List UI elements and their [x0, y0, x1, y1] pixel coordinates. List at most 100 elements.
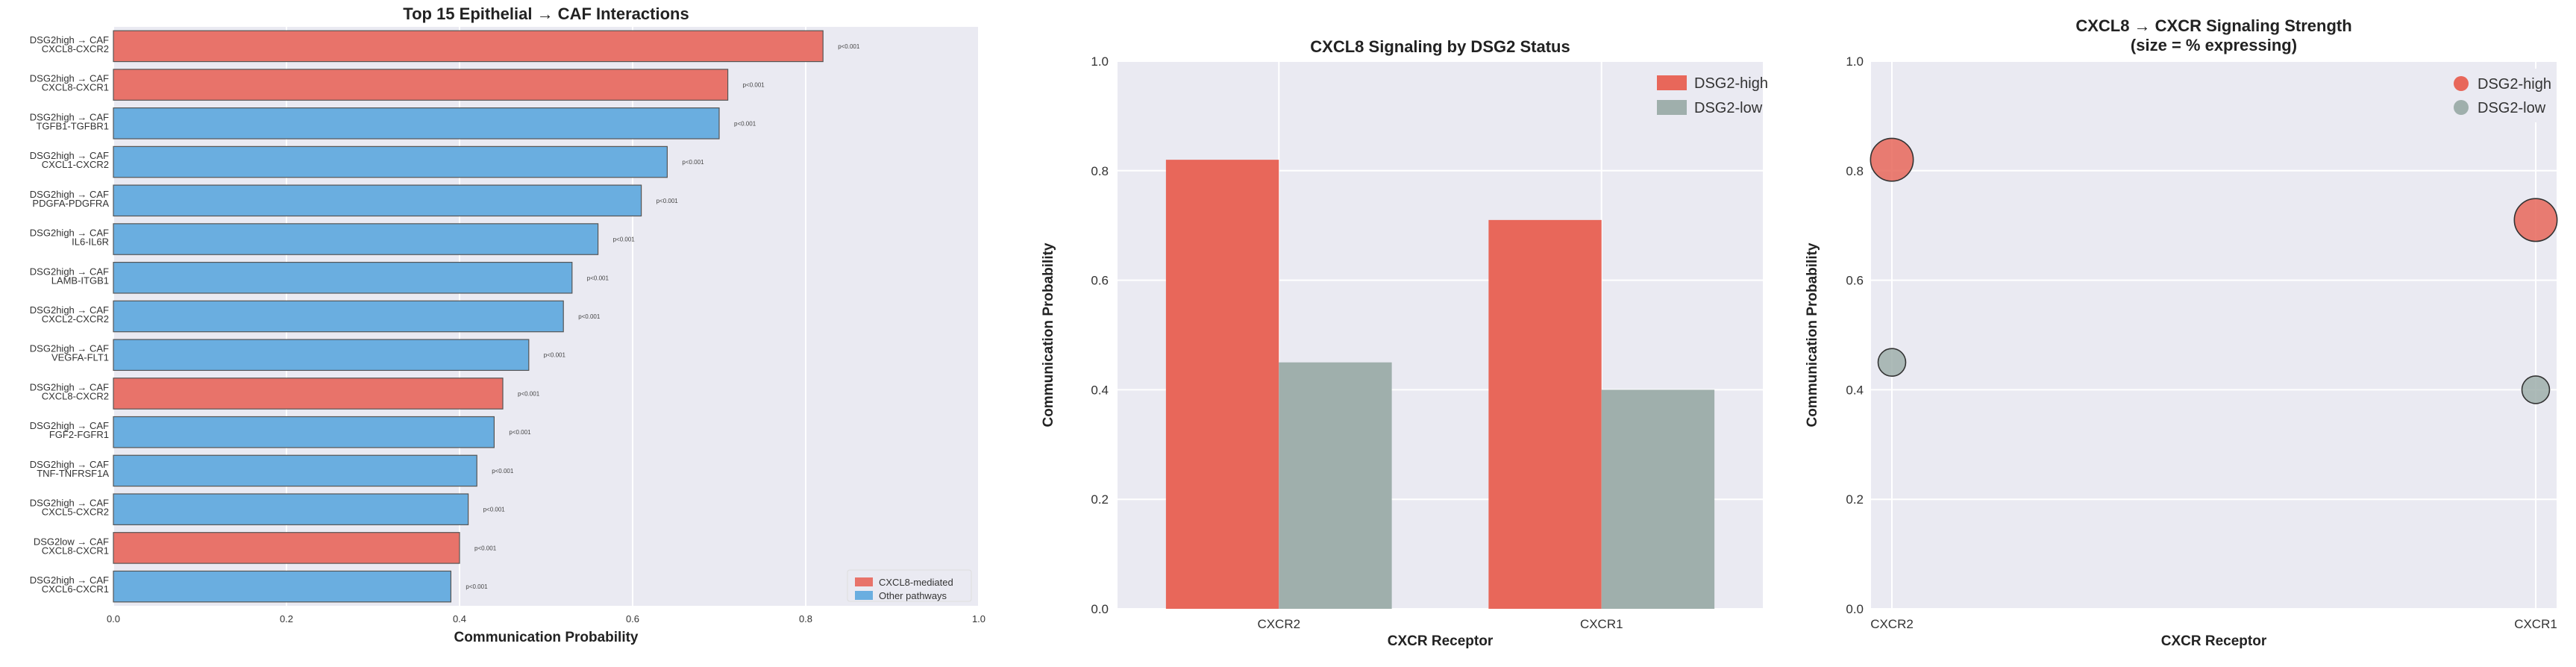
y-tick-label-line: CXCL8-CXCR1 — [42, 545, 109, 556]
x-tick-label: 0.0 — [107, 613, 120, 624]
y-tick-label: DSG2high → CAF CXCL8-CXCR2 — [30, 34, 109, 54]
legend-swatch — [855, 591, 873, 600]
y-tick-label: 0.6 — [1846, 274, 1864, 288]
chart-title-line: CXCL8 → CXCR Signaling Strength — [2075, 16, 2351, 35]
y-tick-label-line: CXCL5-CXCR2 — [42, 507, 109, 518]
legend-box — [2443, 69, 2549, 122]
y-tick-label: DSG2high → CAF CXCL2-CXCR2 — [30, 304, 109, 325]
bar — [113, 145, 668, 178]
y-tick-label-line: DSG2high → CAF — [30, 498, 109, 509]
y-tick-label-line: FGF2-FGFR1 — [49, 429, 109, 440]
x-tick-label: 0.2 — [280, 613, 293, 624]
chart-title: CXCL8 → CXCR Signaling Strength (size = %… — [2075, 16, 2351, 54]
chart-title: Top 15 Epithelial → CAF Interactions — [403, 4, 689, 23]
bar-annotation: p<0.001 — [518, 390, 540, 397]
data-point — [2513, 198, 2558, 242]
bar — [1488, 219, 1602, 609]
y-tick-label-line: DSG2high → CAF — [30, 150, 109, 161]
y-tick-label-line: PDGFA-PDGFRA — [32, 198, 109, 209]
y-tick-label: DSG2high → CAF CXCL5-CXCR2 — [30, 498, 109, 518]
y-tick-label: DSG2high → CAF TGFB1-TGFBR1 — [30, 111, 109, 131]
y-tick-label-line: TNF-TNFRSF1A — [37, 468, 109, 479]
bar — [113, 69, 729, 101]
bar — [1279, 362, 1392, 609]
x-tick-label: 0.8 — [799, 613, 812, 624]
legend-label: DSG2-high — [2478, 76, 2551, 93]
y-tick-label: 0.4 — [1846, 383, 1864, 397]
legend-label: Other pathways — [879, 590, 947, 601]
y-tick-label: DSG2high → CAF CXCL8-CXCR2 — [30, 381, 109, 401]
y-tick-label-line: CXCL8-CXCR1 — [42, 82, 109, 93]
legend: DSG2-high DSG2-low — [2443, 69, 2551, 122]
y-tick-label-line: DSG2high → CAF — [30, 189, 109, 200]
bar — [113, 378, 504, 410]
bar-annotation: p<0.001 — [483, 507, 506, 513]
x-tick-label: CXCR2 — [1870, 617, 1914, 631]
bar — [113, 223, 599, 255]
y-tick-label-line: DSG2high → CAF — [30, 420, 109, 431]
y-tick-label: DSG2high → CAF IL6-IL6R — [30, 228, 109, 248]
x-tick-label: 0.6 — [626, 613, 639, 624]
bar-annotation: p<0.001 — [509, 429, 531, 436]
y-tick-label-line: DSG2high → CAF — [30, 34, 109, 46]
legend-marker — [2454, 76, 2469, 91]
legend-swatch — [1657, 100, 1687, 115]
y-tick-label: 0.2 — [1091, 492, 1109, 507]
bar-annotation: p<0.001 — [578, 313, 601, 320]
y-tick-label: DSG2high → CAF FGF2-FGFR1 — [30, 420, 109, 440]
bar-annotation: p<0.001 — [613, 237, 636, 243]
legend: DSG2-high DSG2-low — [1649, 69, 1768, 122]
y-tick-label-line: DSG2high → CAF — [30, 574, 109, 586]
y-tick-label: 0.8 — [1091, 164, 1109, 178]
legend-swatch — [1657, 75, 1687, 90]
y-tick-label-line: LAMB-ITGB1 — [51, 275, 109, 286]
y-tick-label-line: IL6-IL6R — [72, 237, 109, 248]
bar — [1165, 160, 1279, 609]
bar-annotation: p<0.001 — [466, 583, 488, 590]
y-tick-label: DSG2high → CAF CXCL8-CXCR1 — [30, 73, 109, 93]
y-tick-label: DSG2high → CAF LAMB-ITGB1 — [30, 266, 109, 286]
x-tick-label: CXCR2 — [1257, 617, 1300, 631]
y-tick-label-line: VEGFA-FLT1 — [51, 352, 109, 363]
y-tick-label-line: DSG2high → CAF — [30, 343, 109, 354]
legend-label: DSG2-low — [1694, 100, 1763, 116]
y-tick-label: 0.0 — [1846, 602, 1864, 616]
legend-label: DSG2-high — [1694, 75, 1768, 92]
chart-panel-top-interactions: 0.0 0.2 0.4 0.6 0.8 1.0 p<0.001 DSG2high → CAF C… — [0, 0, 1018, 667]
data-point — [2521, 375, 2551, 404]
x-tick-label: CXCR1 — [2514, 617, 2557, 631]
bar-annotation: p<0.001 — [474, 545, 497, 551]
plot-area — [1871, 61, 2557, 609]
y-tick-label-line: CXCL6-CXCR1 — [42, 583, 109, 595]
y-tick-label-line: TGFB1-TGFBR1 — [36, 120, 109, 131]
y-tick-label: 0.2 — [1846, 492, 1864, 507]
bar — [113, 570, 451, 603]
y-tick-label-line: DSG2high → CAF — [30, 111, 109, 122]
bar — [113, 261, 573, 294]
bar-annotation: p<0.001 — [656, 198, 679, 204]
bar — [113, 493, 469, 525]
chart-panel-signaling-strength: 0.0 0.2 0.4 0.6 0.8 1.0 CXCR2 CXCR1 CXCL8 → CXCR… — [1787, 0, 2576, 667]
grouped-bar-chart: 0.0 0.2 0.4 0.6 0.8 1.0 CXCR2 CXCR1 CXCL8 Signal… — [1041, 37, 1768, 649]
y-tick-label-line: CXCL8-CXCR2 — [42, 390, 109, 401]
legend-marker — [2454, 100, 2469, 115]
bar — [113, 532, 460, 564]
bar — [1601, 389, 1715, 609]
y-tick-label-line: CXCL2-CXCR2 — [42, 313, 109, 325]
bar-annotation: p<0.001 — [492, 468, 514, 475]
bar — [113, 339, 530, 372]
y-tick-label: 1.0 — [1846, 54, 1864, 69]
legend-swatch — [855, 577, 873, 586]
y-tick-label: 0.6 — [1091, 274, 1109, 288]
chart-panel-cxcl8-signaling: 0.0 0.2 0.4 0.6 0.8 1.0 CXCR2 CXCR1 CXCL8 Signal… — [1018, 0, 1787, 667]
y-tick-label: DSG2high → CAF VEGFA-FLT1 — [30, 343, 109, 363]
y-tick-label: DSG2low → CAF CXCL8-CXCR1 — [34, 536, 109, 556]
y-tick-label: 0.0 — [1091, 602, 1109, 616]
x-tick-label: 0.4 — [453, 613, 466, 624]
x-tick-label: 1.0 — [972, 613, 985, 624]
legend: CXCL8-mediated Other pathways — [847, 569, 972, 602]
y-tick-label-line: DSG2high → CAF — [30, 459, 109, 470]
y-tick-label-line: DSG2high → CAF — [30, 73, 109, 84]
bubble-scatter-chart: 0.0 0.2 0.4 0.6 0.8 1.0 CXCR2 CXCR1 CXCL8 → CXCR… — [1805, 16, 2558, 649]
y-tick-label-line: CXCL8-CXCR2 — [42, 43, 109, 54]
